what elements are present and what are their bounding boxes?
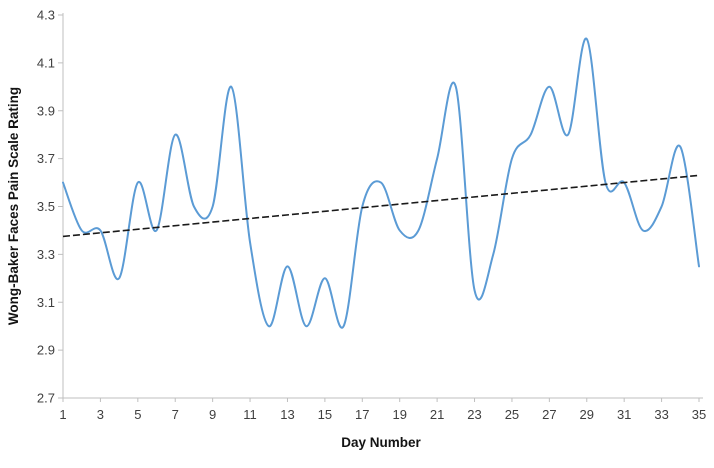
x-axis-title: Day Number [341,435,421,450]
x-tick-label: 29 [580,407,594,422]
data-series [62,37,700,329]
y-tick-label: 3.7 [37,151,55,166]
y-tick-label: 2.9 [37,343,55,358]
x-tick-label: 35 [692,407,706,422]
x-tick-label: 13 [280,407,294,422]
trendline [62,174,700,238]
y-tick-label: 4.1 [37,55,55,70]
y-tick-label: 2.7 [37,391,55,406]
x-tick-label: 3 [97,407,104,422]
x-tick-label: 23 [467,407,481,422]
x-tick-label: 17 [355,407,369,422]
x-tick-label: 7 [172,407,179,422]
x-tick-label: 27 [542,407,556,422]
x-tick-label: 5 [134,407,141,422]
y-tick-label: 3.9 [37,103,55,118]
x-tick-label: 1 [59,407,66,422]
y-tick-label: 3.5 [37,199,55,214]
x-tick-label: 31 [617,407,631,422]
y-tick-label: 4.3 [37,8,55,23]
x-tick-label: 21 [430,407,444,422]
y-tick-label: 3.1 [37,295,55,310]
x-tick-label: 33 [654,407,668,422]
axes: 2.72.93.13.33.53.73.94.14.31 3 5 7 9 11 13 15 17… [37,8,706,423]
x-tick-label: 25 [505,407,519,422]
x-tick-label: 9 [209,407,216,422]
x-tick-label: 19 [392,407,406,422]
pain-rating-line [62,37,700,329]
x-tick-label: 15 [318,407,332,422]
y-tick-label: 3.3 [37,247,55,262]
x-tick-label: 11 [243,407,257,422]
y-axis-title: Wong-Baker Faces Pain Scale Rating [6,87,21,325]
